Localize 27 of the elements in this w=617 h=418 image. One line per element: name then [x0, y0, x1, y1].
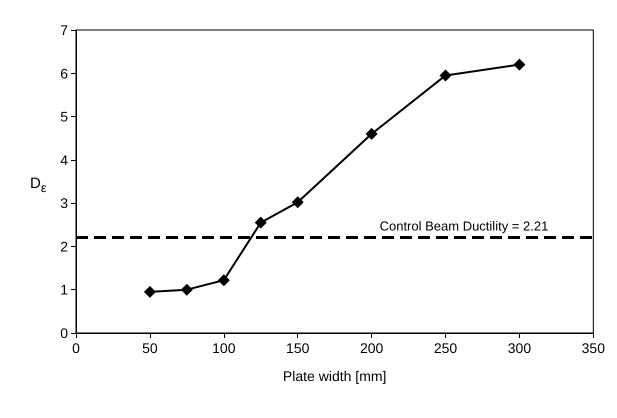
y-tick-label: 3 — [60, 195, 68, 212]
x-tick-label: 0 — [72, 340, 80, 356]
x-tick-label: 300 — [508, 340, 532, 356]
x-tick-label: 100 — [212, 340, 236, 356]
point — [292, 196, 304, 208]
point — [254, 216, 267, 229]
point — [144, 286, 156, 298]
x-tick-label: 50 — [142, 340, 158, 356]
x-tick-label: 200 — [360, 340, 384, 356]
x-tick-label: 350 — [582, 340, 606, 356]
y-tick-label: 5 — [60, 108, 68, 125]
point — [366, 128, 378, 140]
y-tick-label: 0 — [60, 325, 68, 341]
y-axis-title: D$_{ε}$ — [30, 175, 46, 195]
y-tick-label: 7 — [60, 22, 68, 38]
point — [218, 274, 230, 286]
x-tick-label: 250 — [434, 340, 458, 356]
y-tick-label: 6 — [60, 65, 68, 82]
x-axis-title: Plate width [mm] — [282, 368, 386, 384]
y-tick-label: 4 — [60, 152, 68, 168]
point — [513, 58, 526, 71]
y-tick-label: 2 — [60, 238, 68, 254]
ref-line-label: Control Beam Ductility = 2.21 — [380, 218, 548, 234]
y-tick-label: 1 — [60, 282, 68, 298]
x-tick-label: 150 — [286, 340, 310, 356]
point — [440, 69, 452, 82]
point — [180, 284, 193, 296]
